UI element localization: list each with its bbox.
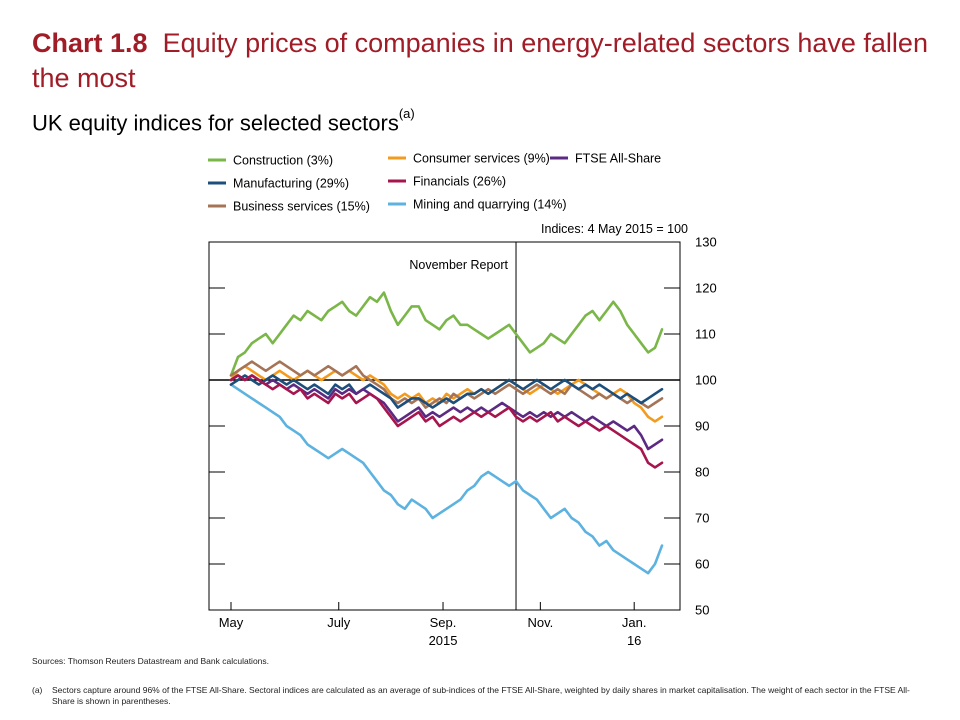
legend-label-manufacturing: Manufacturing (29%) bbox=[233, 177, 349, 191]
plot-frame bbox=[208, 241, 681, 611]
x-tick-label-nov: Nov. bbox=[527, 615, 553, 630]
legend-label-ftse-all-share: FTSE All-Share bbox=[575, 152, 661, 166]
y-tick-label-90: 90 bbox=[695, 419, 709, 434]
series-line-construction bbox=[229, 291, 664, 377]
series-line-mining-and-quarrying bbox=[229, 383, 664, 575]
y-tick-label-70: 70 bbox=[695, 511, 709, 526]
line-chart: 50 60 70 80 90 100 110 120 130 November Report Ind… bbox=[208, 152, 717, 648]
footnote: (a) Sectors capture around 96% of the FT… bbox=[32, 685, 912, 707]
units-label: Indices: 4 May 2015 = 100 bbox=[541, 222, 688, 236]
series-line-manufacturing bbox=[229, 374, 664, 409]
series-line-financials bbox=[229, 374, 664, 469]
legend-label-consumer-services: Consumer services (9%) bbox=[413, 152, 550, 166]
chart-subtitle: UK equity indices for selected sectors(a… bbox=[32, 104, 415, 137]
annotation-november-report: November Report bbox=[409, 258, 508, 272]
y-tick-label-60: 60 bbox=[695, 557, 709, 572]
legend-label-business-services: Business services (15%) bbox=[233, 200, 370, 214]
x-tick-label-sep: Sep. bbox=[430, 615, 457, 630]
y-tick-label-130: 130 bbox=[695, 235, 717, 250]
legend-label-financials: Financials (26%) bbox=[413, 175, 506, 189]
x-tick-label-july: July bbox=[327, 615, 351, 630]
chart-title-text: Equity prices of companies in energy-rel… bbox=[32, 28, 928, 93]
x-tick-label-jan: Jan. bbox=[622, 615, 647, 630]
footnote-mark: (a) bbox=[32, 685, 43, 695]
chart-area: 50 60 70 80 90 100 110 120 130 November Report Ind… bbox=[190, 140, 750, 660]
y-tick-label-100: 100 bbox=[695, 373, 717, 388]
legend-label-mining-and-quarrying: Mining and quarrying (14%) bbox=[413, 198, 567, 212]
chart-title: Chart 1.8 Equity prices of companies in … bbox=[32, 26, 932, 96]
y-tick-label-110: 110 bbox=[695, 327, 716, 342]
x-year-label-2015: 2015 bbox=[429, 633, 458, 648]
sources-note: Sources: Thomson Reuters Datastream and … bbox=[32, 656, 270, 666]
chart-number: Chart 1.8 bbox=[32, 28, 148, 58]
chart-subtitle-text: UK equity indices for selected sectors bbox=[32, 110, 399, 136]
x-tick-label-may: May bbox=[219, 615, 244, 630]
y-tick-label-120: 120 bbox=[695, 281, 717, 296]
footnote-text: Sectors capture around 96% of the FTSE A… bbox=[52, 685, 910, 706]
y-tick-label-80: 80 bbox=[695, 465, 709, 480]
series-line-business-services bbox=[229, 360, 664, 409]
x-year-label-16: 16 bbox=[627, 633, 641, 648]
subtitle-note-mark: (a) bbox=[398, 106, 415, 121]
y-tick-label-50: 50 bbox=[695, 603, 709, 618]
legend-label-construction: Construction (3%) bbox=[233, 154, 333, 168]
